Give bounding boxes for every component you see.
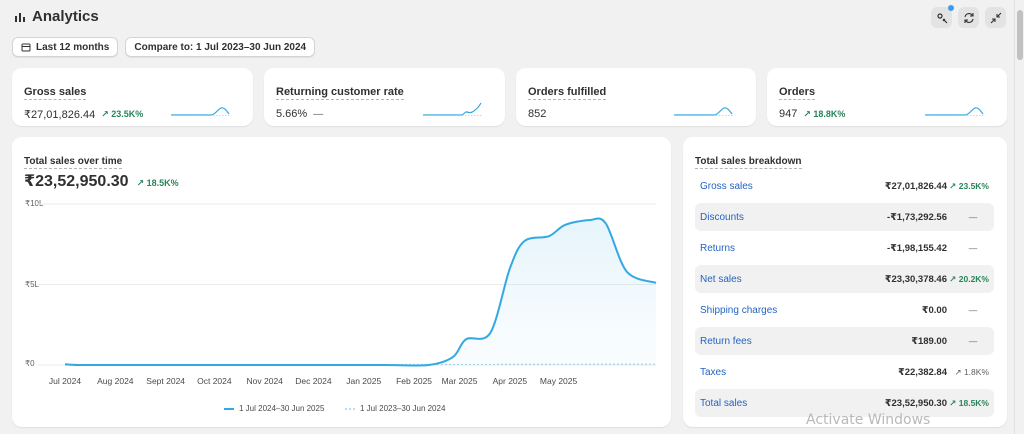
x-tick-label: Sept 2024 [146,376,186,386]
breakdown-value: ₹23,30,378.46 [884,273,947,285]
page-header: Analytics [14,8,99,25]
compare-label: Compare to: 1 Jul 2023–30 Jun 2024 [134,41,307,53]
breakdown-value: -₹1,98,155.42 [887,242,947,254]
sparkline [423,102,483,116]
date-range-label: Last 12 months [36,41,110,53]
breakdown-change: — [968,243,978,253]
breakdown-row-shipping-charges: Shipping charges ₹0.00 — [695,296,994,324]
breakdown-link[interactable]: Net sales [700,273,742,285]
breakdown-link[interactable]: Returns [700,242,736,254]
metric-label: Orders fulfilled [528,86,607,100]
breakdown-change: ↗ 23.5K% [949,180,989,191]
notification-dot [948,5,954,11]
compare-button[interactable]: Compare to: 1 Jul 2023–30 Jun 2024 [125,37,316,57]
sparkline [674,107,734,116]
metric-card-returning-customer-rate[interactable]: Returning customer rate 5.66% — [264,68,505,126]
metric-value: ₹27,01,826.44 [24,109,96,121]
metric-card-orders[interactable]: Orders 947 ↗ 18.8K% [767,68,1007,126]
legend-dashed-line-icon [345,407,355,410]
breakdown-change: ↗ 18.5K% [949,397,989,408]
breakdown-row-discounts: Discounts -₹1,73,292.56 — [695,203,994,231]
breakdown-row-return-fees: Return fees ₹189.00 — [695,327,994,355]
metric-card-orders-fulfilled[interactable]: Orders fulfilled 852 [516,68,756,126]
sparkle-edit-icon [936,12,947,23]
breakdown-link[interactable]: Discounts [700,211,744,223]
page-scrollbar[interactable] [1014,0,1024,434]
breakdown-change: ↗ 1.8K% [954,366,989,377]
breakdown-row-returns: Returns -₹1,98,155.42 — [695,234,994,262]
metric-label: Returning customer rate [276,86,404,100]
breakdown-link[interactable]: Gross sales [700,180,753,192]
refresh-button[interactable] [958,7,979,28]
metric-value: 5.66% [276,108,308,120]
breakdown-value: ₹23,52,950.30 [884,397,947,409]
breakdown-change: — [968,336,978,346]
legend-solid-line-icon [224,407,234,410]
breakdown-change: — [968,305,978,315]
x-tick-label: Jan 2025 [346,376,382,386]
breakdown-link[interactable]: Total sales [700,397,748,409]
breakdown-title: Total sales breakdown [695,156,802,169]
metric-change: ↗ 18.8K% [803,108,846,119]
x-tick-label: May 2025 [539,376,578,386]
x-tick-label: Oct 2024 [197,376,232,386]
chart-title: Total sales over time [24,156,123,169]
x-tick-label: Mar 2025 [441,376,478,386]
breakdown-value: ₹22,382.84 [898,366,947,378]
x-tick-label: Aug 2024 [97,376,134,386]
x-tick-label: Dec 2024 [295,376,332,386]
sparkline [925,107,985,116]
customize-button[interactable] [931,5,954,28]
metric-label: Orders [779,86,816,100]
breakdown-link[interactable]: Return fees [700,335,752,347]
legend-previous-label: 1 Jul 2023–30 Jun 2024 [360,404,446,413]
scrollbar-thumb[interactable] [1017,10,1023,60]
metric-value: 852 [528,108,547,120]
collapse-icon [990,12,1001,23]
y-tick-label: ₹0 [25,359,35,368]
breakdown-value: ₹27,01,826.44 [884,180,947,192]
collapse-button[interactable] [985,7,1006,28]
date-range-button[interactable]: Last 12 months [12,37,119,57]
breakdown-link[interactable]: Shipping charges [700,304,778,316]
x-tick-label: Feb 2025 [396,376,433,386]
breakdown-value: -₹1,73,292.56 [887,211,947,223]
breakdown-change: — [968,212,978,222]
breakdown-row-total-sales: Total sales ₹23,52,950.30 ↗ 18.5K% [695,389,994,417]
sales-breakdown-card: Total sales breakdown Gross sales ₹27,01… [683,137,1007,427]
legend-current[interactable]: 1 Jul 2024–30 Jun 2025 [224,404,324,413]
breakdown-row-taxes: Taxes ₹22,382.84 ↗ 1.8K% [695,358,994,386]
breakdown-link[interactable]: Taxes [700,366,727,378]
x-tick-label: Apr 2025 [492,376,528,386]
metric-value: 947 [779,108,798,120]
legend-current-label: 1 Jul 2024–30 Jun 2025 [239,404,325,413]
breakdown-change: ↗ 20.2K% [949,273,989,284]
y-tick-label: ₹10L [25,199,44,208]
breakdown-value: ₹189.00 [911,335,947,347]
calendar-icon [21,43,31,52]
metric-card-gross-sales[interactable]: Gross sales ₹27,01,826.44 ↗ 23.5K% [12,68,253,126]
breakdown-row-gross-sales: Gross sales ₹27,01,826.44 ↗ 23.5K% [695,172,994,200]
metric-change: — [313,108,324,120]
x-tick-label: Nov 2024 [246,376,283,386]
refresh-icon [963,12,974,23]
sparkline [171,107,231,116]
windows-activation-watermark: Activate Windows [806,412,931,428]
metric-change: ↗ 23.5K% [101,109,144,119]
total-sales-value: ₹23,52,950.30 [24,173,129,190]
x-tick-label: Jul 2024 [48,376,82,386]
metric-label: Gross sales [24,86,87,100]
breakdown-row-net-sales: Net sales ₹23,30,378.46 ↗ 20.2K% [695,265,994,293]
filter-bar: Last 12 months Compare to: 1 Jul 2023–30… [12,37,316,57]
total-sales-change: ↗ 18.5K% [136,178,179,188]
header-actions [931,5,1006,28]
breakdown-value: ₹0.00 [921,304,947,316]
y-tick-label: ₹5L [25,280,39,289]
legend-previous[interactable]: 1 Jul 2023–30 Jun 2024 [345,404,445,413]
page-title: Analytics [32,8,99,25]
analytics-icon [15,12,25,22]
total-sales-summary: ₹23,52,950.30 ↗ 18.5K% [24,171,179,191]
